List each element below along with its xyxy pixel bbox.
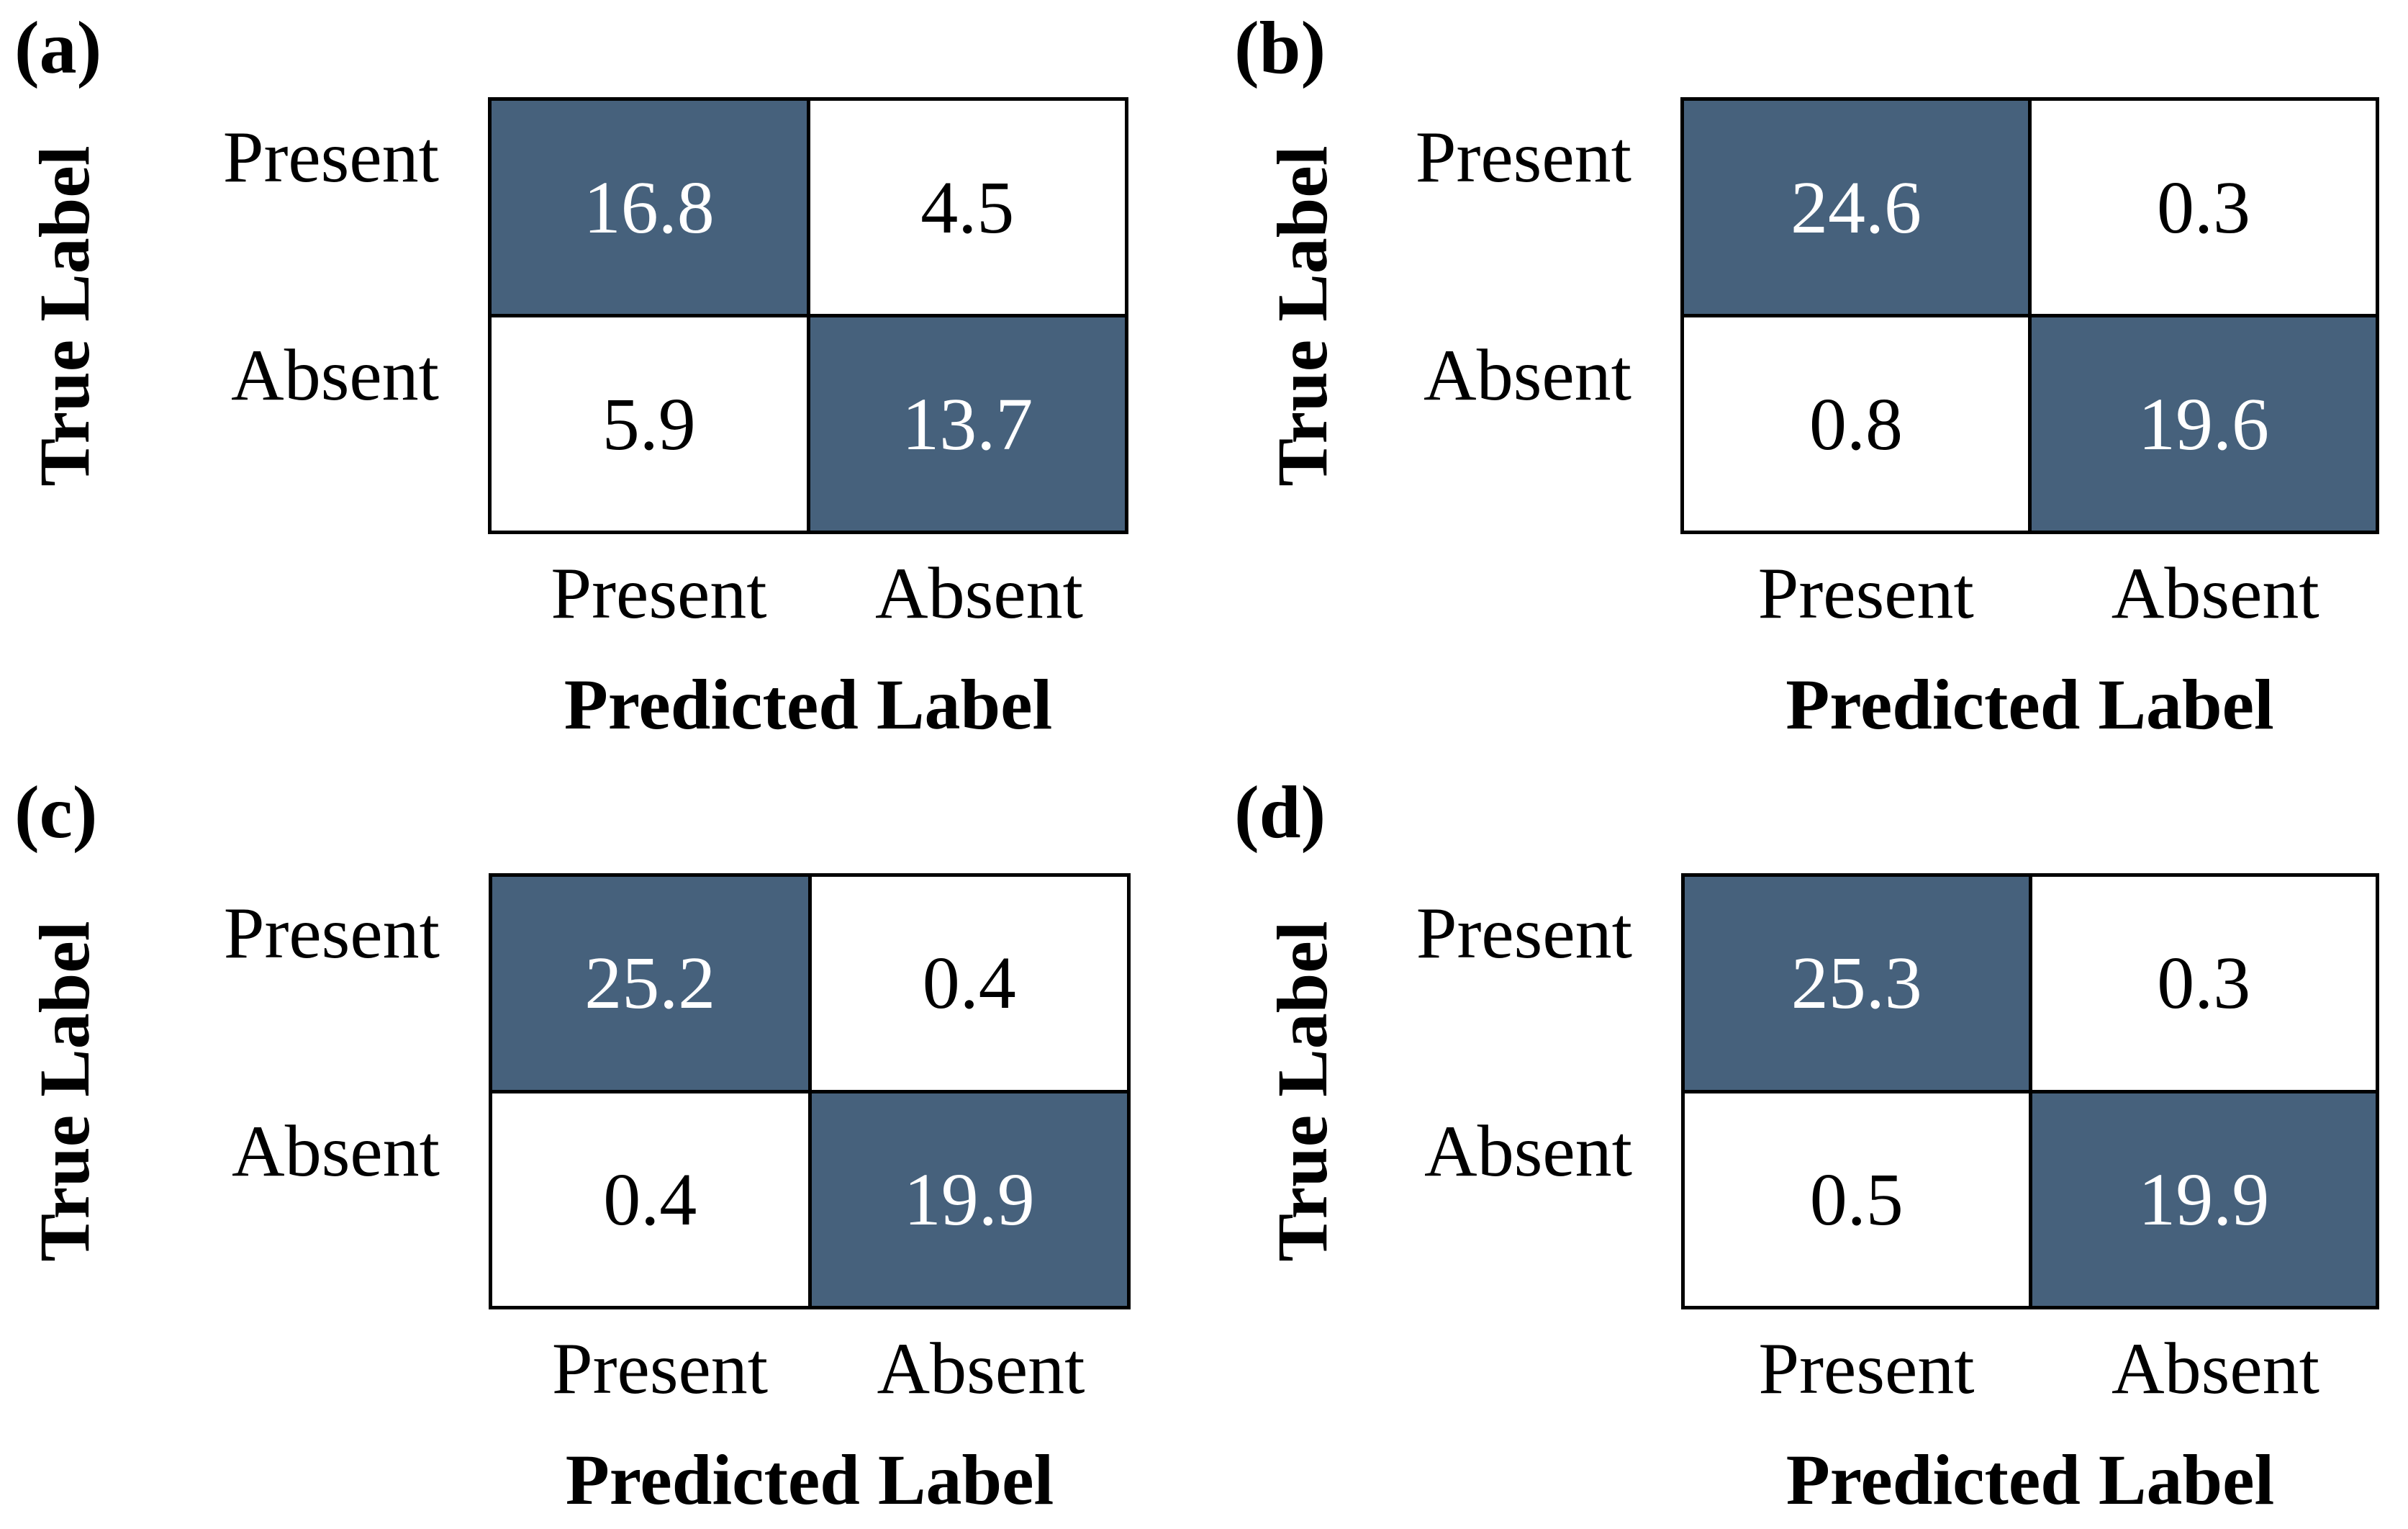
col-tick-label-absent: Absent <box>2111 1328 2319 1410</box>
panel-c: (c) True Label Present Absent 25.2 0.4 0… <box>0 764 1204 1529</box>
cell-true-absent-pred-absent: 19.6 <box>2032 317 2376 531</box>
cell-true-absent-pred-present: 0.8 <box>1684 317 2028 531</box>
cell-true-present-pred-present: 16.8 <box>492 101 807 314</box>
panel-c-letter: (c) <box>14 771 98 854</box>
panel-a: (a) True Label Present Absent 16.8 4.5 5… <box>0 0 1204 764</box>
x-axis-title: Predicted Label <box>565 1440 1054 1520</box>
cell-true-present-pred-present: 24.6 <box>1684 101 2028 314</box>
col-tick-label-present: Present <box>1758 1328 1975 1410</box>
col-tick-label-present: Present <box>1757 553 1974 634</box>
cell-true-present-pred-absent: 0.3 <box>2032 101 2376 314</box>
row-tick-label-present: Present <box>222 116 439 198</box>
panel-b: (b) True Label Present Absent 24.6 0.3 0… <box>1204 0 2408 764</box>
col-tick-label-present: Present <box>551 553 767 634</box>
row-tick-label-absent: Absent <box>231 335 439 417</box>
confusion-matrix-c: 25.2 0.4 0.4 19.9 <box>489 873 1131 1309</box>
row-tick-label-absent: Absent <box>232 1110 440 1192</box>
row-tick-label-present: Present <box>1415 116 1631 198</box>
cell-true-present-pred-present: 25.2 <box>492 877 808 1090</box>
confusion-matrix-d: 25.3 0.3 0.5 19.9 <box>1681 873 2379 1309</box>
row-tick-label-present: Present <box>1416 892 1632 974</box>
cell-true-absent-pred-absent: 19.9 <box>811 1093 1127 1306</box>
x-axis-title: Predicted Label <box>1785 1440 2275 1520</box>
cell-true-absent-pred-present: 5.9 <box>492 317 807 531</box>
col-tick-label-absent: Absent <box>877 1328 1085 1410</box>
row-tick-label-present: Present <box>223 892 440 974</box>
row-tick-label-absent: Absent <box>1424 1110 1632 1192</box>
x-axis-title: Predicted Label <box>1785 664 2274 744</box>
col-tick-label-absent: Absent <box>875 553 1083 634</box>
confusion-matrix-b: 24.6 0.3 0.8 19.6 <box>1680 97 2379 534</box>
cell-true-present-pred-present: 25.3 <box>1685 877 2029 1090</box>
x-axis-title: Predicted Label <box>563 664 1053 744</box>
panel-d-letter: (d) <box>1234 771 1326 854</box>
panel-d: (d) True Label Present Absent 25.3 0.3 0… <box>1204 764 2408 1529</box>
cell-true-present-pred-absent: 4.5 <box>810 101 1125 314</box>
panel-a-letter: (a) <box>14 6 102 89</box>
confusion-matrix-a: 16.8 4.5 5.9 13.7 <box>488 97 1128 534</box>
col-tick-label-present: Present <box>551 1328 769 1410</box>
panel-b-letter: (b) <box>1234 6 1326 89</box>
cell-true-present-pred-absent: 0.4 <box>811 877 1127 1090</box>
row-tick-label-absent: Absent <box>1423 335 1631 417</box>
cell-true-absent-pred-present: 0.4 <box>492 1093 808 1306</box>
cell-true-absent-pred-absent: 13.7 <box>810 317 1125 531</box>
cell-true-absent-pred-absent: 19.9 <box>2032 1093 2376 1306</box>
cell-true-absent-pred-present: 0.5 <box>1685 1093 2029 1306</box>
col-tick-label-absent: Absent <box>2111 553 2319 634</box>
cell-true-present-pred-absent: 0.3 <box>2032 877 2376 1090</box>
